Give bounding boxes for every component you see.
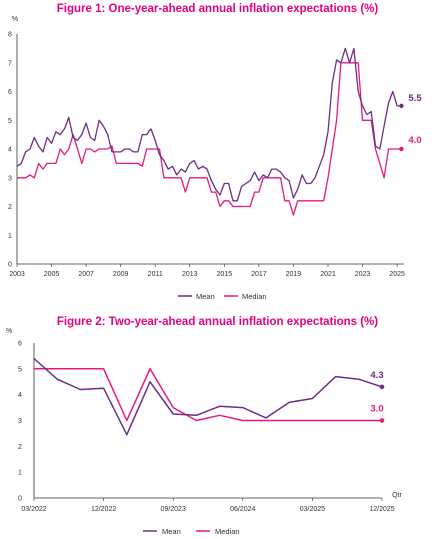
fig1-median-end-label: 4.0: [408, 135, 421, 146]
fig1-legend-mean-label: Mean: [196, 292, 215, 301]
fig1-x-tick-label: 2021: [320, 271, 336, 278]
fig1-x-tick-label: 2011: [148, 271, 163, 278]
fig2-mean-end-marker: [379, 384, 385, 390]
fig2-legend-median-label: Median: [215, 527, 240, 536]
figure-1-title: Figure 1: One-year-ahead annual inflatio…: [56, 3, 379, 15]
fig2-median-end-marker: [379, 418, 385, 423]
fig1-y-tick-label: 0: [8, 262, 12, 269]
fig1-mean-end-label: 5.5: [408, 93, 422, 104]
fig1-x-tick-label: 2007: [78, 271, 94, 278]
fig1-mean-line: [16, 47, 402, 202]
fig1-x-tick-label: 2025: [389, 271, 405, 278]
fig1-y-tick-label: 1: [8, 233, 12, 240]
fig2-mean-end-label: 4.3: [370, 370, 383, 381]
fig1-y-tick-label: 4: [8, 147, 12, 154]
fig1-x-tick-label: 2013: [182, 271, 198, 278]
fig1-x-tick-label: 2015: [217, 271, 233, 278]
fig1-y-tick-label: 3: [8, 175, 12, 182]
fig1-median-end-marker: [399, 146, 404, 152]
fig1-x-tick-label: 2005: [44, 271, 60, 278]
fig2-x-tick-label: 12/2025: [369, 506, 394, 513]
fig1-unit-label: %: [12, 16, 18, 23]
figure-2-title: Figure 2: Two-year-ahead annual inflatio…: [56, 316, 379, 328]
fig1-y-tick-label: 7: [8, 60, 12, 67]
fig1-y-tick-label: 6: [8, 89, 12, 96]
fig1-legend-median-label: Median: [242, 292, 267, 301]
fig1-median-line: [17, 62, 402, 216]
fig2-legend-mean-label: Mean: [162, 527, 181, 536]
fig2-unit-label: %: [6, 328, 12, 335]
fig1-mean-end-marker: [399, 103, 404, 109]
fig2-y-tick-label: 4: [18, 392, 22, 399]
fig2-x-axis-label: Qtr: [392, 492, 402, 499]
fig2-median-line: [34, 368, 382, 422]
fig2-y-tick-label: 6: [18, 341, 22, 348]
fig2-mean-line: [33, 357, 383, 436]
fig2-y-tick-label: 3: [18, 418, 22, 425]
fig1-x-tick-label: 2009: [113, 271, 129, 278]
fig2-x-tick-label: 03/2022: [21, 506, 46, 513]
fig2-y-tick-label: 1: [18, 470, 22, 477]
fig1-x-tick-label: 2003: [9, 271, 25, 278]
fig2-x-tick-label: 12/2022: [91, 506, 116, 513]
fig2-x-tick-label: 06/2024: [230, 506, 255, 513]
fig2-y-tick-label: 5: [18, 366, 22, 373]
fig1-y-tick-label: 5: [8, 118, 12, 125]
fig1-x-tick-label: 2017: [251, 271, 267, 278]
fig2-median-end-label: 3.0: [370, 404, 383, 415]
fig1-x-tick-label: 2023: [355, 271, 371, 278]
fig2-y-tick-label: 0: [18, 496, 22, 503]
fig1-y-tick-label: 8: [8, 32, 12, 39]
fig2-y-tick-label: 2: [18, 444, 22, 451]
fig1-x-tick-label: 2019: [286, 271, 302, 278]
fig1-y-tick-label: 2: [8, 204, 12, 211]
fig2-x-tick-label: 09/2023: [161, 506, 186, 513]
fig2-x-tick-label: 03/2025: [300, 506, 325, 513]
